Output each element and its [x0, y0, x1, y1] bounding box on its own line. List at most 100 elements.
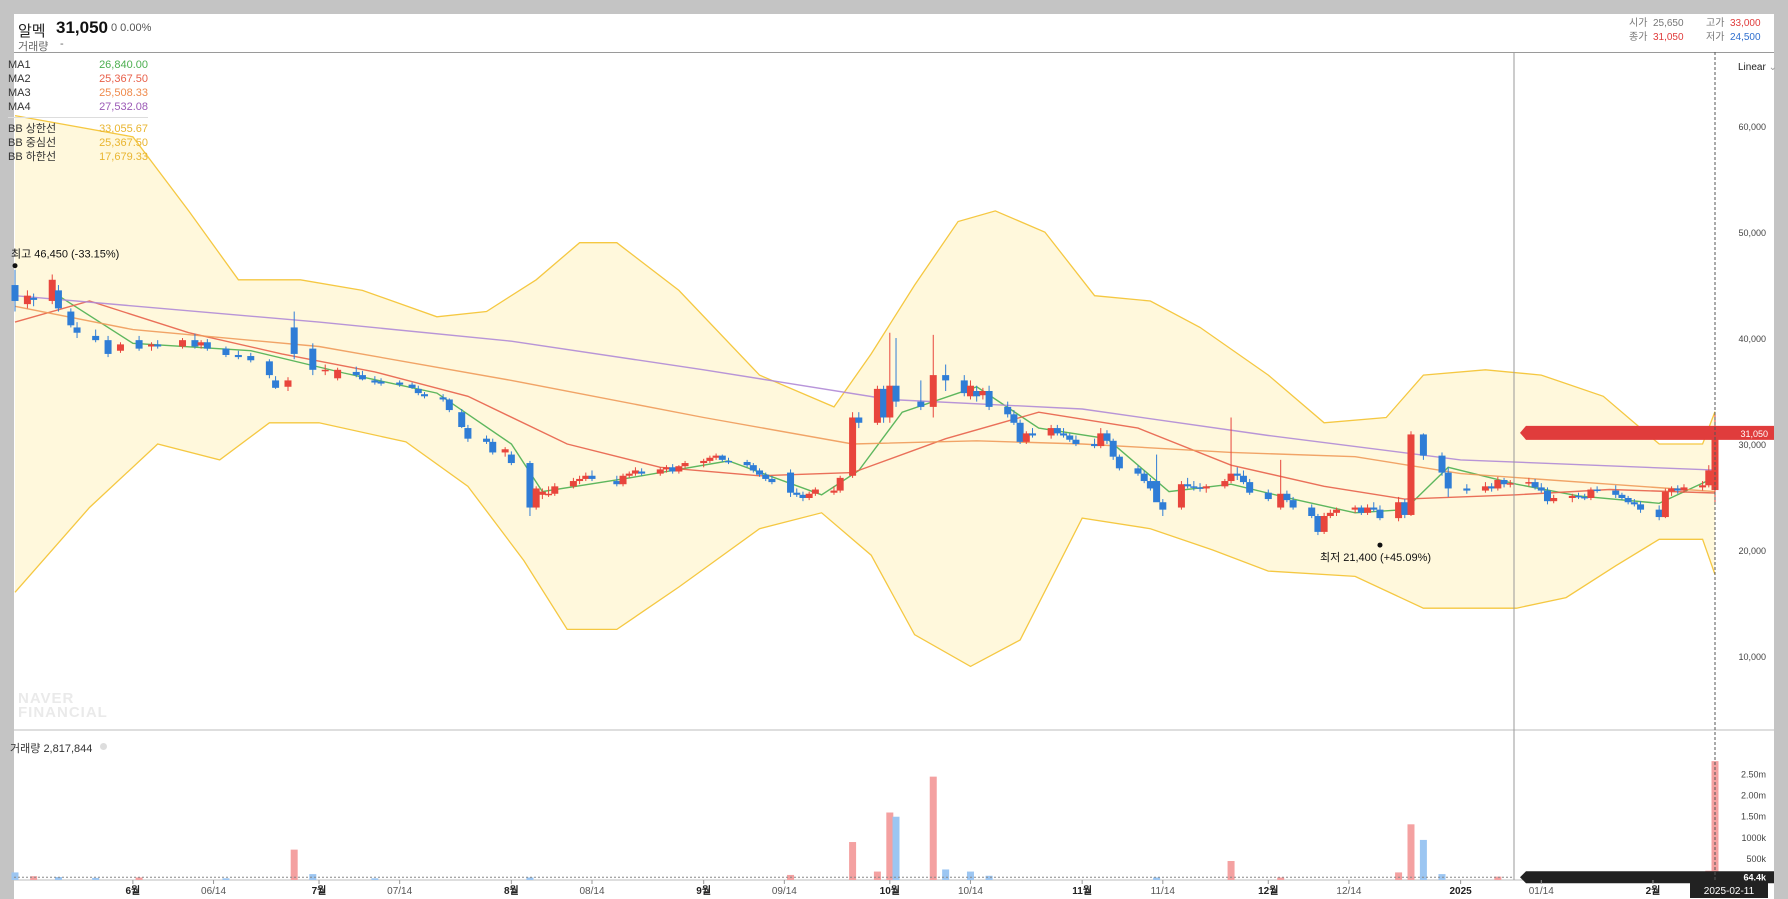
candlestick: [725, 457, 733, 465]
volume-tick-label: 1.50m: [1741, 812, 1766, 822]
candle-body: [154, 344, 162, 347]
candle-body: [48, 279, 56, 301]
candle-body: [569, 481, 577, 487]
candle-body: [1711, 432, 1719, 491]
candlestick: [966, 380, 974, 400]
candlestick: [284, 377, 292, 391]
candle-body: [538, 491, 546, 495]
y-tick-label: 60,000: [1738, 122, 1766, 132]
candlestick: [756, 468, 764, 477]
candle-body: [30, 297, 38, 300]
x-tick-label: 12/14: [1336, 886, 1361, 897]
x-tick-label: 6월: [126, 885, 141, 897]
candle-body: [811, 489, 819, 494]
candle-body: [203, 342, 211, 349]
y-tick-label: 30,000: [1738, 440, 1766, 450]
legend-ma2: MA2 25,367.50: [8, 73, 148, 85]
candle-body: [1333, 509, 1341, 513]
candle-body: [1506, 483, 1514, 485]
candle-body: [1146, 481, 1154, 489]
volume-bar: [135, 877, 143, 880]
candle-body: [1395, 502, 1403, 519]
candle-body: [551, 486, 559, 494]
stock-name: 알멕: [18, 23, 46, 40]
candle-body: [1655, 509, 1663, 518]
candle-body: [135, 340, 143, 349]
settings-dot-icon[interactable]: [100, 743, 107, 750]
volume-bar: [929, 776, 937, 880]
candle-body: [1705, 470, 1713, 486]
candlestick: [54, 285, 62, 312]
candlestick: [1314, 513, 1322, 536]
candlestick: [30, 293, 38, 307]
candlestick: [1060, 428, 1068, 438]
y-tick-label: 40,000: [1738, 334, 1766, 344]
candlestick: [569, 477, 577, 489]
candlestick: [197, 340, 205, 349]
scale-dropdown[interactable]: Linear ⌄: [1738, 62, 1777, 73]
candlestick: [1022, 431, 1030, 444]
candlestick: [1419, 433, 1427, 460]
candlestick: [1575, 492, 1583, 500]
candlestick: [1500, 477, 1508, 488]
candlestick: [1357, 505, 1365, 515]
candle-body: [718, 455, 726, 460]
candlestick: [1308, 504, 1316, 519]
candle-body: [849, 417, 857, 476]
indicator-legend: MA1 26,840.00 MA2 25,367.50 MA3 25,508.33 M…: [8, 58, 148, 164]
volume-bar: [222, 878, 230, 880]
candle-body: [1581, 496, 1589, 499]
candle-body: [1624, 497, 1632, 503]
candlestick: [1543, 487, 1551, 505]
candlestick: [352, 366, 360, 378]
candle-body: [1444, 472, 1452, 489]
candlestick: [1364, 504, 1372, 515]
candlestick: [551, 483, 559, 496]
candlestick: [588, 470, 596, 482]
annotation-label: 최저 21,400 (+45.09%): [1320, 551, 1431, 564]
candlestick: [1618, 492, 1626, 501]
candle-body: [445, 399, 453, 411]
candle-body: [1419, 434, 1427, 456]
candle-body: [787, 472, 795, 493]
candle-body: [284, 380, 292, 387]
candlestick: [1177, 481, 1185, 510]
volume-bar: [1395, 872, 1403, 880]
volume-bar: [92, 877, 100, 880]
candlestick: [334, 367, 342, 381]
candle-body: [1612, 490, 1620, 495]
candle-body: [483, 438, 491, 442]
candlestick: [154, 340, 162, 349]
candlestick: [191, 333, 199, 349]
candle-body: [396, 382, 404, 385]
candlestick: [1488, 483, 1496, 492]
candlestick: [811, 487, 819, 496]
candle-body: [414, 388, 422, 394]
candlestick: [985, 385, 993, 411]
y-tick-label: 50,000: [1738, 228, 1766, 238]
candle-body: [1680, 487, 1688, 491]
high-price: 고가 33,000: [1706, 18, 1761, 29]
candle-body: [1283, 493, 1291, 501]
ma-line-ma3: [14, 305, 1716, 493]
candlestick: [1699, 481, 1707, 491]
candlestick: [1506, 479, 1514, 488]
volume-bar: [54, 877, 62, 880]
candlestick: [23, 290, 31, 309]
current-date-label: 2025-02-11: [1704, 886, 1755, 897]
volume-bar: [11, 872, 19, 880]
candlestick: [768, 475, 776, 485]
candlestick: [1668, 486, 1676, 496]
candlestick: [1401, 499, 1409, 519]
candlestick: [222, 346, 230, 358]
bollinger-upper-line: [14, 114, 1716, 445]
candlestick: [625, 471, 633, 478]
candlestick: [1277, 459, 1285, 510]
candlestick: [1395, 496, 1403, 522]
candle-body: [1637, 504, 1645, 510]
volume-tick-label: 2.50m: [1741, 770, 1766, 780]
candle-body: [700, 460, 708, 464]
candlestick: [1568, 493, 1576, 503]
candle-body: [104, 340, 112, 354]
